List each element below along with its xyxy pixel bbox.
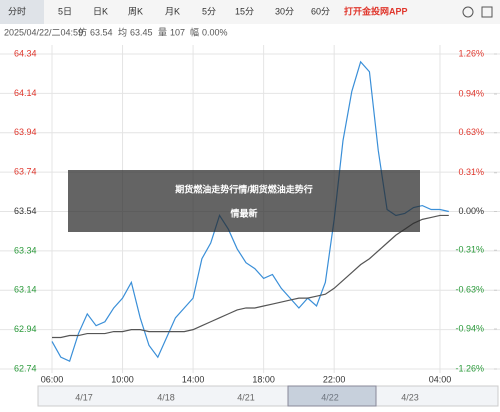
navigator-window[interactable]	[287, 385, 377, 407]
navigator-date: 4/21	[237, 392, 255, 402]
y-tick-label: 64.34	[14, 48, 37, 58]
tab[interactable]: 15分	[235, 6, 254, 16]
navigator-date: 4/22	[321, 392, 339, 402]
y-tick-label: 63.14	[14, 285, 37, 295]
average-line	[52, 214, 449, 339]
tab[interactable]: 分时	[8, 5, 26, 16]
x-tick-label: 06:00	[41, 374, 64, 384]
y2-tick-label: 0.63%	[458, 127, 484, 137]
y-tick-label: 63.34	[14, 245, 37, 255]
search-icon[interactable]	[462, 6, 474, 18]
y2-tick-label: -0.63%	[455, 285, 484, 295]
tab[interactable]: 60分	[311, 6, 330, 16]
banner	[68, 170, 420, 232]
tab[interactable]: 周K	[128, 6, 143, 16]
info-range-label: 幅	[190, 26, 199, 37]
tab[interactable]: 日K	[93, 6, 108, 16]
y2-tick-label: 0.31%	[458, 167, 484, 177]
app-link[interactable]: 打开金投网APP	[344, 5, 408, 16]
tab[interactable]: 5分	[202, 6, 216, 16]
x-tick-label: 14:00	[182, 374, 205, 384]
navigator-date: 4/17	[75, 392, 93, 402]
tab-bar	[0, 0, 500, 24]
x-tick-label: 22:00	[323, 374, 346, 384]
y2-tick-label: 1.26%	[458, 48, 484, 58]
info-range: 0.00%	[202, 27, 228, 37]
y2-tick-label: -1.26%	[455, 363, 484, 373]
info-vol-label: 量	[158, 27, 167, 37]
info-avg-label: 均	[118, 26, 127, 37]
y-tick-label: 63.94	[14, 127, 37, 137]
x-tick-label: 18:00	[252, 374, 275, 384]
y-tick-label: 62.94	[14, 324, 37, 334]
info-avg: 63.45	[130, 27, 153, 37]
x-tick-label: 04:00	[429, 374, 452, 384]
y-tick-label: 62.74	[14, 363, 37, 373]
banner-text: 期货燃油走势行情/期货燃油走势行	[175, 183, 313, 194]
y2-tick-label: -0.94%	[455, 323, 484, 333]
banner-text: 情最新	[229, 207, 257, 218]
tab[interactable]: 5日	[58, 6, 72, 16]
y2-tick-label: -0.31%	[455, 245, 484, 255]
tab-selected	[0, 0, 44, 24]
y2-tick-label: 0.94%	[458, 88, 484, 98]
info-price: 63.54	[90, 27, 113, 37]
menu-icon[interactable]	[481, 6, 493, 18]
tab[interactable]: 月K	[165, 6, 180, 16]
navigator-date: 4/23	[401, 392, 419, 402]
y-tick-label: 63.54	[14, 206, 37, 216]
y-tick-label: 64.14	[14, 88, 37, 98]
tab[interactable]: 30分	[275, 6, 294, 16]
info-time: 2025/04/22/二04:59	[4, 27, 83, 37]
info-price-label: 仿	[78, 26, 87, 37]
navigator-date: 4/18	[157, 392, 175, 402]
info-vol: 107	[170, 27, 185, 37]
y-tick-label: 63.74	[14, 167, 37, 177]
x-tick-label: 10:00	[111, 374, 134, 384]
navigator[interactable]	[37, 385, 499, 407]
y2-tick-label: 0.00%	[458, 206, 484, 216]
